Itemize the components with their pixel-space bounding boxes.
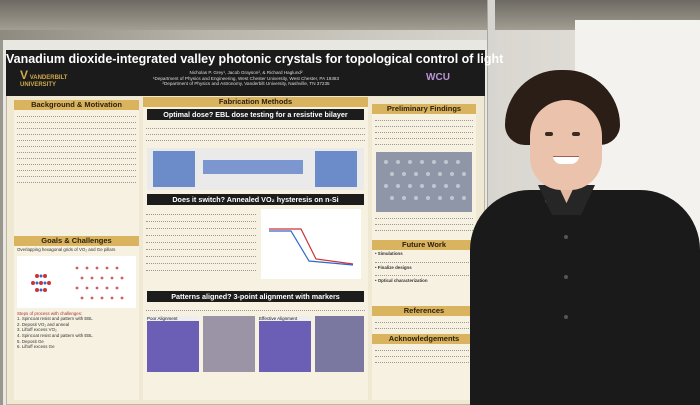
references-text <box>372 316 476 334</box>
sem-image-left <box>153 151 195 187</box>
section-heading: Preliminary Findings <box>372 104 476 114</box>
sem-image-strip <box>203 160 303 174</box>
findings-text <box>372 114 476 152</box>
hysteresis-area <box>143 207 368 289</box>
hysteresis-plot <box>261 209 361 279</box>
subsection-heading: Patterns aligned? 3-point alignment with… <box>147 291 364 302</box>
right-column: Preliminary Findings Future Work • Simul… <box>372 104 476 400</box>
alignment-image-2 <box>203 316 255 372</box>
alignment-image-4 <box>315 316 364 372</box>
pillar-array-image <box>384 160 466 200</box>
section-heading: Background & Motivation <box>14 100 139 110</box>
section-heading: Acknowledgements <box>372 334 476 344</box>
section-heading: Fabrication Methods <box>143 97 368 107</box>
section-heading: References <box>372 306 476 316</box>
alignment-images: Poor Alignment Effective Alignment <box>147 316 364 378</box>
findings-text-2 <box>372 212 476 240</box>
sem-micrograph <box>376 152 472 212</box>
dose-test-images <box>147 148 364 190</box>
background-text-block <box>14 110 139 236</box>
poster-authors: Nicholas P. Grey¹, Jacob Grayson², & Ric… <box>152 70 340 87</box>
wcu-logo: WCU <box>426 72 450 83</box>
poster-header: Vanadium dioxide-integrated valley photo… <box>6 50 504 96</box>
lattice-figure <box>17 255 136 308</box>
person-face <box>530 100 602 190</box>
effective-alignment-image: Effective Alignment <box>259 316 311 372</box>
shirt-button <box>564 235 568 239</box>
board-pole <box>487 0 495 405</box>
acknowledgements-text <box>372 344 476 366</box>
vanderbilt-logo: V VANDERBILT UNIVERSITY <box>20 68 68 88</box>
dose-text <box>143 122 368 148</box>
poor-alignment-image: Poor Alignment <box>147 316 199 372</box>
sem-image-right <box>315 151 357 187</box>
future-work-list: • Simulations • Finalize designs • Optic… <box>372 250 476 306</box>
person-smile <box>553 156 579 164</box>
poster-title: Vanadium dioxide-integrated valley photo… <box>6 52 504 66</box>
section-heading: Future Work <box>372 240 476 250</box>
alignment-text <box>143 304 368 316</box>
left-column: Background & Motivation Goals & Challeng… <box>14 100 139 400</box>
person-shirt <box>470 190 700 405</box>
middle-column: Fabrication Methods Optimal dose? EBL do… <box>143 97 368 400</box>
goal-text: Overlapping hexagonal grids of VO₂ and G… <box>17 247 116 252</box>
shirt-button <box>564 275 568 279</box>
steps-list: Steps of process with challenges: 1. Spi… <box>17 310 93 350</box>
shirt-button <box>564 315 568 319</box>
subsection-heading: Does it switch? Annealed VO₂ hysteresis … <box>147 194 364 205</box>
section-heading: Goals & Challenges <box>14 236 139 246</box>
lattice-diagram <box>31 266 124 299</box>
hysteresis-text <box>143 207 259 275</box>
person-eye-left <box>545 132 553 136</box>
subsection-heading: Optimal dose? EBL dose testing for a res… <box>147 109 364 120</box>
person-eye-right <box>572 132 580 136</box>
